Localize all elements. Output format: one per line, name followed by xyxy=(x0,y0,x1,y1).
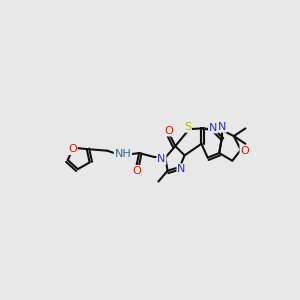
Text: NH: NH xyxy=(115,149,131,159)
Text: O: O xyxy=(132,166,141,176)
Text: S: S xyxy=(184,122,191,132)
Text: O: O xyxy=(68,144,77,154)
Text: N: N xyxy=(157,154,166,164)
Text: O: O xyxy=(164,126,173,136)
Text: N: N xyxy=(177,164,186,174)
Text: N: N xyxy=(218,122,226,132)
Text: N: N xyxy=(209,123,217,133)
Text: O: O xyxy=(240,146,249,156)
